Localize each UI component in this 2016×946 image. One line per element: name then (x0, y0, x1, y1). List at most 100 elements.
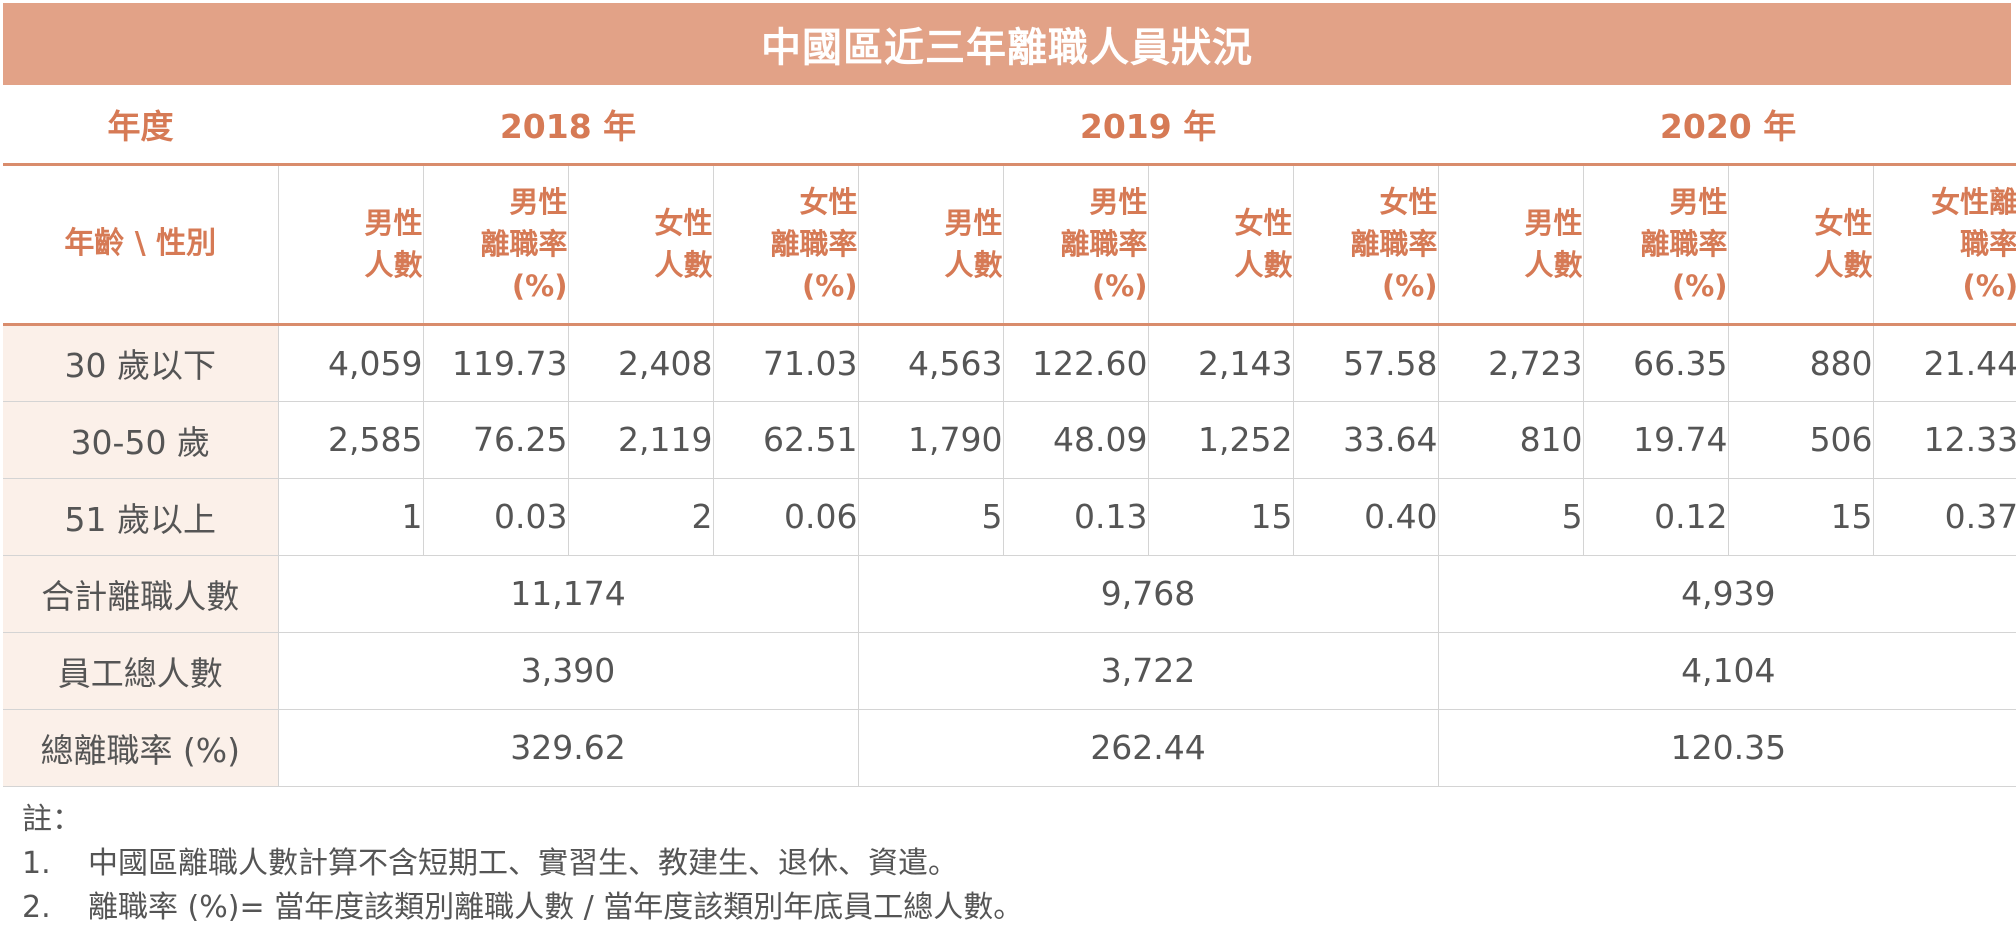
column-header-line: 男性 (1669, 185, 1728, 219)
note-number: 1. (22, 846, 51, 881)
table-cell: 119.73 (422, 324, 568, 402)
table-cell: 2,408 (567, 324, 713, 402)
summary-value: 3,722 (857, 632, 1439, 710)
table-cell: 5 (1437, 478, 1584, 556)
table-cell: 5 (857, 478, 1004, 556)
summary-row: 總離職率 (%) 329.62 262.44 120.35 (3, 709, 2016, 787)
table-cell: 1,252 (1147, 401, 1294, 479)
table-cell: 48.09 (1002, 401, 1149, 479)
summary-value: 4,104 (1437, 632, 2016, 710)
summary-label: 合計離職人數 (3, 555, 278, 633)
column-header-line: 人數 (944, 248, 1003, 282)
column-header-line: 女性 (799, 185, 858, 219)
table-cell: 21.44 (1872, 324, 2016, 402)
column-header: 女性 人數 (1147, 164, 1294, 326)
table-cell: 62.51 (712, 401, 859, 479)
age-gender-header: 年齡 \ 性別 (3, 164, 278, 326)
year-2018: 2018 年 (278, 85, 859, 166)
column-header-line: 離職率 (480, 227, 568, 261)
column-header-line: 女性 (1234, 206, 1293, 240)
column-header-line: 人數 (1524, 248, 1583, 282)
column-header-line: 男性 (364, 206, 423, 240)
table-cell: 880 (1727, 324, 1874, 402)
table-cell: 66.35 (1582, 324, 1729, 402)
table-cell: 2,723 (1437, 324, 1584, 402)
column-header-line: 人數 (1814, 248, 1873, 282)
turnover-table: 年度 2018 年 2019 年 2020 年 年齡 \ 性別 男性 人數 男性 離職… (3, 85, 2016, 787)
table-row: 30 歲以下 4,059 119.73 2,408 71.03 4,563 122.60 2,… (3, 324, 2016, 402)
table-row: 51 歲以上 1 0.03 2 0.06 5 0.13 15 0.40 5 0.12 15 0.37 (3, 478, 2016, 556)
table-cell: 0.37 (1872, 478, 2016, 556)
column-header-line: (%) (1962, 269, 2016, 303)
column-header-line: 女性 (1379, 185, 1438, 219)
column-header: 女性離職率 (%) (1872, 164, 2016, 326)
note-text: 中國區離職人數計算不含短期工、實習生、教建生、退休、資遣。 (88, 846, 958, 881)
column-header-line: 男性 (944, 206, 1003, 240)
note-item-2: 2. 離職率 (%)= 當年度該類別離職人數 / 當年度該類別年底員工總人數。 (22, 886, 1023, 930)
column-header-line: 離職率 (1060, 227, 1148, 261)
table-cell: 1 (277, 478, 423, 556)
age-group-label: 30 歲以下 (3, 324, 278, 402)
table-cell: 12.33 (1872, 401, 2016, 479)
column-header-line: (%) (1091, 269, 1148, 303)
year-header-row: 年度 2018 年 2019 年 2020 年 (3, 85, 2016, 166)
column-header-line: (%) (1381, 269, 1438, 303)
column-header-line: 男性 (509, 185, 568, 219)
table-cell: 1,790 (857, 401, 1004, 479)
table-title: 中國區近三年離職人員狀況 (3, 3, 2011, 85)
summary-row: 員工總人數 3,390 3,722 4,104 (3, 632, 2016, 710)
table-cell: 810 (1437, 401, 1584, 479)
age-group-label: 51 歲以上 (3, 478, 278, 556)
age-group-label: 30-50 歲 (3, 401, 278, 479)
table-cell: 71.03 (712, 324, 859, 402)
column-header-line: (%) (1671, 269, 1728, 303)
note-item-1: 1. 中國區離職人數計算不含短期工、實習生、教建生、退休、資遣。 (22, 842, 1023, 886)
column-header-line: 人數 (364, 248, 423, 282)
table-cell: 2,119 (567, 401, 713, 479)
column-header-line: 男性 (1524, 206, 1583, 240)
summary-value: 3,390 (277, 632, 859, 710)
note-number: 2. (22, 890, 51, 925)
column-header: 女性 人數 (1727, 164, 1874, 326)
table-cell: 0.13 (1002, 478, 1149, 556)
summary-value: 9,768 (857, 555, 1439, 633)
year-label: 年度 (3, 85, 278, 166)
column-header: 女性 人數 (567, 164, 713, 326)
table-cell: 15 (1147, 478, 1294, 556)
column-header-line: 人數 (654, 248, 713, 282)
summary-row: 合計離職人數 11,174 9,768 4,939 (3, 555, 2016, 633)
summary-value: 11,174 (277, 555, 859, 633)
table-row: 30-50 歲 2,585 76.25 2,119 62.51 1,790 48.09 1,2… (3, 401, 2016, 479)
column-header-line: 女性 (1814, 206, 1873, 240)
table-cell: 76.25 (422, 401, 568, 479)
column-header: 男性 人數 (857, 164, 1004, 326)
column-header-line: (%) (801, 269, 858, 303)
table-cell: 4,059 (277, 324, 423, 402)
column-header: 男性 人數 (277, 164, 423, 326)
table-cell: 0.12 (1582, 478, 1729, 556)
column-header-line: 人數 (1234, 248, 1293, 282)
column-header-line: (%) (511, 269, 568, 303)
table-cell: 33.64 (1292, 401, 1439, 479)
summary-label: 員工總人數 (3, 632, 278, 710)
table-cell: 4,563 (857, 324, 1004, 402)
note-text: 離職率 (%)= 當年度該類別離職人數 / 當年度該類別年底員工總人數。 (88, 890, 1024, 925)
table-cell: 506 (1727, 401, 1874, 479)
table-cell: 19.74 (1582, 401, 1729, 479)
table-cell: 57.58 (1292, 324, 1439, 402)
table-cell: 0.03 (422, 478, 568, 556)
column-header-row: 年齡 \ 性別 男性 人數 男性 離職率 (%) 女性 人數 女性 離職率 (%) 男性 人數 男性 離職… (3, 164, 2016, 326)
column-header-line: 離職率 (1640, 227, 1728, 261)
table-cell: 15 (1727, 478, 1874, 556)
summary-value: 262.44 (857, 709, 1439, 787)
table-cell: 0.06 (712, 478, 859, 556)
summary-label: 總離職率 (%) (3, 709, 278, 787)
table-cell: 2 (567, 478, 713, 556)
table-cell: 122.60 (1002, 324, 1149, 402)
column-header: 男性離職率 (%) (422, 164, 568, 326)
column-header-line: 離職率 (770, 227, 858, 261)
year-2019: 2019 年 (858, 85, 1439, 166)
table-cell: 2,143 (1147, 324, 1294, 402)
year-2020: 2020 年 (1438, 85, 2016, 166)
notes-heading: 註： (22, 802, 82, 837)
